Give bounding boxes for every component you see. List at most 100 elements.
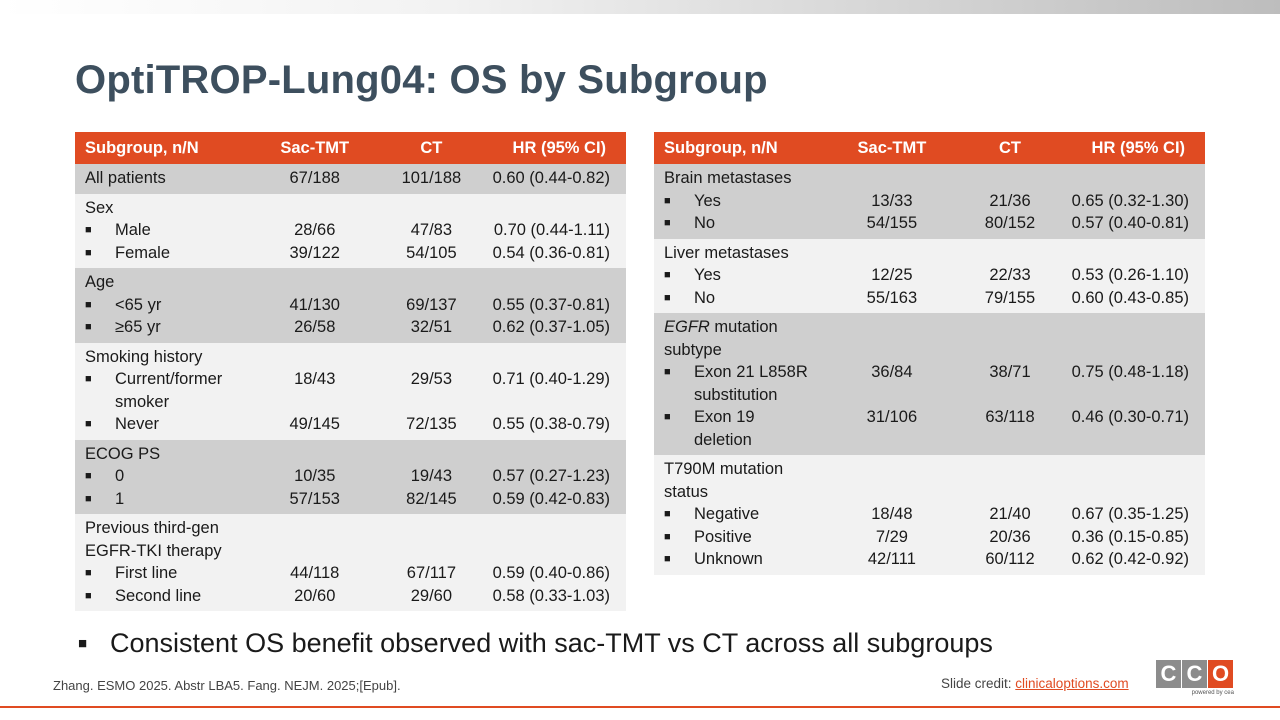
value-line: 13/33 <box>835 190 948 213</box>
table-row: ■ Male 28/66 47/83 0.70 (0.44-1.11) <box>75 219 626 242</box>
row-label: ■ 1 <box>75 488 259 515</box>
credit-link[interactable]: clinicaloptions.com <box>1015 676 1128 691</box>
subgroup-label-line: Sex <box>85 197 253 220</box>
value-line: 54/105 <box>370 242 492 265</box>
bullet-line: ■ Female <box>85 242 253 265</box>
subgroup-row: Brain metastases <box>654 164 1205 190</box>
ct-value: 63/118 <box>948 406 1071 455</box>
square-bullet-icon: ■ <box>85 465 115 488</box>
square-bullet-icon: ■ <box>664 212 694 235</box>
square-bullet-icon: ■ <box>664 264 694 287</box>
ct-value: 38/71 <box>948 361 1071 406</box>
ct-value <box>370 514 492 562</box>
square-bullet-icon: ■ <box>85 242 115 265</box>
value-line: 67/188 <box>259 167 370 190</box>
hr-value: 0.65 (0.32-1.30) <box>1072 190 1205 213</box>
subgroup-label: All patients <box>75 164 259 194</box>
row-label: ■ Male <box>75 219 259 242</box>
sac-tmt-value <box>259 343 370 369</box>
ct-value <box>370 343 492 369</box>
subgroup-label: ECOG PS <box>75 440 259 466</box>
bullet-line: ■ Negative <box>664 503 829 526</box>
value-line: 54/155 <box>835 212 948 235</box>
bullet-spacer <box>664 384 694 407</box>
row-label: ■ Exon 19 deletion <box>654 406 835 455</box>
row-label-text: ≥65 yr <box>115 316 253 339</box>
hr-value: 0.62 (0.42-0.92) <box>1072 548 1205 575</box>
sac-tmt-value: 57/153 <box>259 488 370 515</box>
hr-value <box>1072 455 1205 503</box>
subgroup-label-line: EGFR mutation <box>664 316 829 339</box>
hr-value: 0.36 (0.15-0.85) <box>1072 526 1205 549</box>
subgroup-label: Smoking history <box>75 343 259 369</box>
row-label-text: smoker <box>115 391 253 414</box>
table-row: ■ Positive 7/29 20/36 0.36 (0.15-0.85) <box>654 526 1205 549</box>
table-row: ■ First line 44/118 67/117 0.59 (0.40-0.86) <box>75 562 626 585</box>
ct-value <box>948 455 1071 503</box>
bullet-line: ■ Exon 21 L858R <box>664 361 829 384</box>
ct-value: 29/53 <box>370 368 492 413</box>
bullet-line: ■ Unknown <box>664 548 829 571</box>
bullet-line: ■ 0 <box>85 465 253 488</box>
value-line: 63/118 <box>948 406 1071 429</box>
value-line: 20/60 <box>259 585 370 608</box>
subgroup-label-line: Liver metastases <box>664 242 829 265</box>
value-line: 0.54 (0.36-0.81) <box>493 242 610 265</box>
subgroup-label: Sex <box>75 194 259 220</box>
table-row: ■ Current/former smoker 18/43 29/53 0.71 (0.4… <box>75 368 626 413</box>
hr-value: 0.53 (0.26-1.10) <box>1072 264 1205 287</box>
value-line: 39/122 <box>259 242 370 265</box>
subgroup-label-line: T790M mutation <box>664 458 829 481</box>
value-line: 72/135 <box>370 413 492 436</box>
subgroup-row: Smoking history <box>75 343 626 369</box>
bullet-line: ■ No <box>664 212 829 235</box>
bullet-line: ■ Exon 19 <box>664 406 829 429</box>
table-row: ■ 1 57/153 82/145 0.59 (0.42-0.83) <box>75 488 626 515</box>
hr-value <box>493 514 626 562</box>
table-row: ■ No 55/163 79/155 0.60 (0.43-0.85) <box>654 287 1205 314</box>
sac-tmt-value: 28/66 <box>259 219 370 242</box>
sac-tmt-value: 42/111 <box>835 548 948 575</box>
value-line: 69/137 <box>370 294 492 317</box>
row-label: ■ Current/former smoker <box>75 368 259 413</box>
logo-subtitle: powered by cea <box>1156 690 1234 696</box>
hr-value: 0.58 (0.33-1.03) <box>493 585 626 612</box>
col-header-hr: HR (95% CI) <box>1072 132 1205 164</box>
sac-tmt-value: 18/48 <box>835 503 948 526</box>
value-line: 0.55 (0.38-0.79) <box>493 413 610 436</box>
table-row: ■ Female 39/122 54/105 0.54 (0.36-0.81) <box>75 242 626 269</box>
value-line: 31/106 <box>835 406 948 429</box>
bullet-line: ■ No <box>664 287 829 310</box>
ct-value: 19/43 <box>370 465 492 488</box>
value-line: 38/71 <box>948 361 1071 384</box>
hr-value: 0.62 (0.37-1.05) <box>493 316 626 343</box>
bullet-line: ■ Second line <box>85 585 253 608</box>
hr-value: 0.57 (0.27-1.23) <box>493 465 626 488</box>
ct-value <box>948 313 1071 361</box>
reference-citation: Zhang. ESMO 2025. Abstr LBA5. Fang. NEJM… <box>53 678 401 693</box>
value-line: 0.57 (0.40-0.81) <box>1072 212 1189 235</box>
value-line: 26/58 <box>259 316 370 339</box>
row-label-text: Negative <box>694 503 829 526</box>
row-label: ■ First line <box>75 562 259 585</box>
sac-tmt-value: 36/84 <box>835 361 948 406</box>
subgroup-label-line: Age <box>85 271 253 294</box>
row-label: ■ ≥65 yr <box>75 316 259 343</box>
hr-value: 0.75 (0.48-1.18) <box>1072 361 1205 406</box>
row-label-text: No <box>694 212 829 235</box>
value-line: 0.60 (0.44-0.82) <box>493 167 610 190</box>
ct-value: 79/155 <box>948 287 1071 314</box>
ct-value: 54/105 <box>370 242 492 269</box>
value-line: 0.59 (0.40-0.86) <box>493 562 610 585</box>
subgroup-label-line: ECOG PS <box>85 443 253 466</box>
row-label-text: Unknown <box>694 548 829 571</box>
ct-value: 29/60 <box>370 585 492 612</box>
hr-value <box>1072 164 1205 190</box>
value-line: 0.70 (0.44-1.11) <box>493 219 610 242</box>
table-row: ■ Never 49/145 72/135 0.55 (0.38-0.79) <box>75 413 626 440</box>
table-row: ■ Exon 21 L858R substitution 36/84 38/71 0.75… <box>654 361 1205 406</box>
slide-title: OptiTROP-Lung04: OS by Subgroup <box>75 58 768 103</box>
ct-value: 21/36 <box>948 190 1071 213</box>
subgroup-label: T790M mutation status <box>654 455 835 503</box>
row-label-text: <65 yr <box>115 294 253 317</box>
